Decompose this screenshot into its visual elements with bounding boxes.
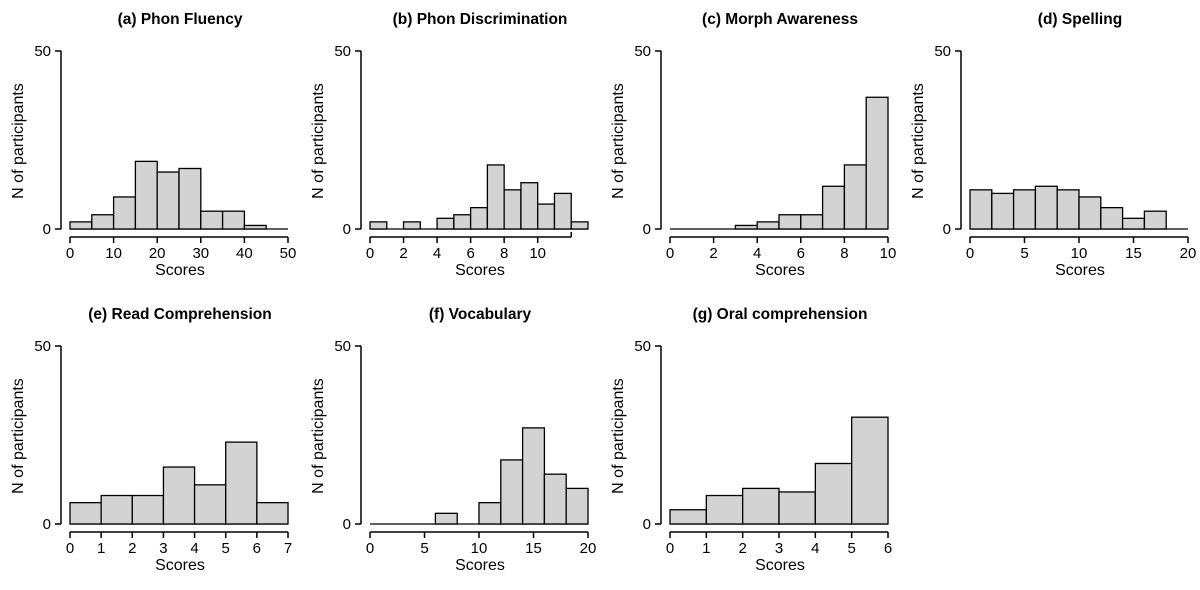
histogram-plot: 0 50 0 10 20 30 40 50 <box>34 43 297 262</box>
svg-text:0: 0 <box>343 221 351 238</box>
panel-title: (c) Morph Awareness <box>702 11 858 28</box>
x-axis-label: Scores <box>455 557 505 574</box>
x-axis-label: Scores <box>155 262 205 279</box>
x-axis-label: Scores <box>455 262 505 279</box>
panel-oral-comprehension: (g) Oral comprehension N of participants… <box>600 295 900 590</box>
svg-text:4: 4 <box>753 245 761 262</box>
svg-text:0: 0 <box>643 516 651 533</box>
panel-title: (f) Vocabulary <box>428 306 532 323</box>
svg-text:10: 10 <box>1071 245 1088 262</box>
svg-text:5: 5 <box>1020 245 1028 262</box>
svg-text:5: 5 <box>420 540 428 557</box>
x-axis-label: Scores <box>755 262 805 279</box>
svg-text:50: 50 <box>34 338 51 355</box>
histogram-plot: 0 50 0 2 4 6 8 10 <box>334 43 589 262</box>
panel-title: (d) Spelling <box>1037 11 1123 28</box>
svg-text:10: 10 <box>880 245 897 262</box>
svg-text:50: 50 <box>634 43 651 60</box>
svg-text:20: 20 <box>149 245 166 262</box>
svg-text:5: 5 <box>847 540 855 557</box>
svg-text:20: 20 <box>1180 245 1197 262</box>
svg-text:10: 10 <box>471 540 488 557</box>
svg-text:2: 2 <box>128 540 136 557</box>
svg-text:30: 30 <box>192 245 209 262</box>
panel-phon-discrimination: (b) Phon Discrimination N of participant… <box>300 0 600 295</box>
svg-text:50: 50 <box>934 43 951 60</box>
svg-text:50: 50 <box>334 43 351 60</box>
svg-text:10: 10 <box>529 245 546 262</box>
svg-text:0: 0 <box>43 221 51 238</box>
svg-text:0: 0 <box>66 245 74 262</box>
svg-text:8: 8 <box>500 245 508 262</box>
svg-text:1: 1 <box>97 540 105 557</box>
panel-title: (g) Oral comprehension <box>692 306 868 323</box>
svg-text:6: 6 <box>253 540 261 557</box>
svg-text:50: 50 <box>34 43 51 60</box>
svg-text:1: 1 <box>702 540 710 557</box>
svg-text:20: 20 <box>580 540 597 557</box>
svg-text:0: 0 <box>943 221 951 238</box>
svg-text:10: 10 <box>105 245 122 262</box>
svg-text:0: 0 <box>43 516 51 533</box>
x-axis-label: Scores <box>155 557 205 574</box>
svg-text:4: 4 <box>811 540 819 557</box>
svg-text:0: 0 <box>643 221 651 238</box>
svg-text:0: 0 <box>343 516 351 533</box>
svg-text:4: 4 <box>433 245 441 262</box>
svg-text:2: 2 <box>738 540 746 557</box>
panel-title: (a) Phon Fluency <box>117 11 243 28</box>
svg-text:4: 4 <box>190 540 198 557</box>
panel-title: (e) Read Comprehension <box>88 306 272 323</box>
svg-text:50: 50 <box>334 338 351 355</box>
svg-text:0: 0 <box>366 540 374 557</box>
svg-text:0: 0 <box>366 245 374 262</box>
svg-text:3: 3 <box>159 540 167 557</box>
svg-text:2: 2 <box>709 245 717 262</box>
svg-text:40: 40 <box>236 245 253 262</box>
histogram-plot: 0 50 0 1 2 3 4 5 6 <box>634 338 892 557</box>
svg-text:5: 5 <box>222 540 230 557</box>
svg-text:0: 0 <box>666 245 674 262</box>
svg-text:15: 15 <box>1125 245 1142 262</box>
histogram-plot: 0 50 0 5 10 15 20 <box>934 43 1197 262</box>
histogram-plot: 0 50 0 1 2 3 4 5 6 7 <box>34 338 292 557</box>
panel-phon-fluency: (a) Phon Fluency N of participants 0 50 0 1… <box>0 0 300 295</box>
svg-text:6: 6 <box>884 540 892 557</box>
svg-text:0: 0 <box>666 540 674 557</box>
svg-text:2: 2 <box>399 245 407 262</box>
svg-text:6: 6 <box>466 245 474 262</box>
panel-spelling: (d) Spelling N of participants 0 50 0 5 10 15… <box>900 0 1200 295</box>
histogram-plot: 0 50 0 5 10 15 20 <box>334 338 597 557</box>
svg-text:7: 7 <box>284 540 292 557</box>
x-axis-label: Scores <box>1055 262 1105 279</box>
svg-text:8: 8 <box>840 245 848 262</box>
svg-text:50: 50 <box>634 338 651 355</box>
svg-text:3: 3 <box>775 540 783 557</box>
histogram-plot: 0 50 0 2 4 6 8 10 <box>634 43 897 262</box>
svg-text:15: 15 <box>525 540 542 557</box>
panel-title: (b) Phon Discrimination <box>392 11 568 28</box>
svg-text:6: 6 <box>797 245 805 262</box>
panel-read-comprehension: (e) Read Comprehension N of participants… <box>0 295 300 590</box>
svg-text:0: 0 <box>66 540 74 557</box>
svg-text:50: 50 <box>280 245 297 262</box>
svg-text:0: 0 <box>966 245 974 262</box>
panel-vocabulary: (f) Vocabulary N of participants 0 50 0 5 10… <box>300 295 600 590</box>
x-axis-label: Scores <box>755 557 805 574</box>
